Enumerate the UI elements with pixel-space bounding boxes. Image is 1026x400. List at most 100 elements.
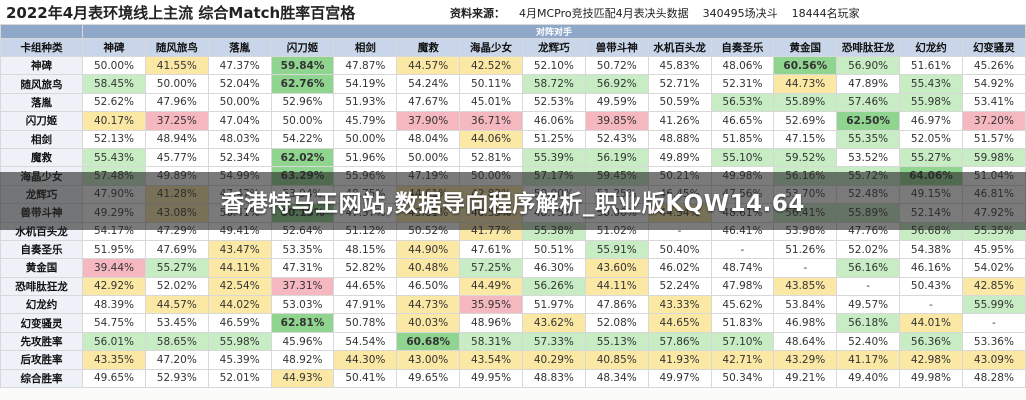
winrate-cell: 44.02% [207,295,272,315]
winrate-cell: 49.57% [836,295,901,315]
table-row: 落胤 52.62% 47.96% 50.00% 52.96% 51.93% 47.67% 45… [0,92,1026,113]
winrate-cell: 43.29% [773,350,838,370]
winrate-cell: 44.06% [459,129,523,149]
opponent-band-row: 对阵对手 [0,24,1026,39]
winrate-cell: 48.28% [961,368,1026,389]
winrate-cell: 50.43% [899,276,963,297]
table-row: 幻变骚灵 54.75% 53.45% 46.59% 62.81% 50.78% 40.03%… [0,313,1026,333]
winrate-cell: 42.52% [459,55,523,76]
winrate-cell: 55.27% [899,147,963,168]
winrate-cell: 49.21% [773,368,838,389]
table-row: 幻龙约 48.39% 44.57% 44.02% 53.03% 47.91% 44.73% 3… [0,295,1026,315]
winrate-cell: 52.10% [521,55,586,76]
table-row: 自奏圣乐 51.95% 47.69% 43.47% 53.35% 48.15% 44.90%… [0,239,1026,260]
winrate-cell: 46.59% [207,313,272,333]
winrate-cell: 44.65% [333,276,398,297]
winrate-cell: 54.22% [270,129,335,149]
winrate-cell: 47.96% [144,92,209,113]
winrate-cell: 50.34% [710,368,775,389]
winrate-cell: 42.98% [899,350,963,370]
winrate-cell: 59.98% [961,147,1026,168]
winrate-cell: 51.57% [961,129,1026,149]
winrate-cell: 46.98% [773,313,838,333]
table-row: 闪刀姬 40.17% 37.25% 47.04% 50.00% 45.79% 37.90% 3… [0,111,1026,131]
winrate-cell: 54.54% [333,331,398,352]
table-row: 神碑 50.00% 41.55% 47.37% 59.84% 47.87% 44.57% 42… [0,55,1026,76]
winrate-cell: 47.69% [144,239,209,260]
row-header: 恐啡肽狂龙 [0,276,84,297]
winrate-cell: 47.86% [584,295,649,315]
winrate-cell: 50.00% [333,129,398,149]
winrate-matrix: 对阵对手 卡组种类 神碑 随风旅鸟 落胤 闪刀姬 相剑 魔救 海晶少女 龙辉巧 兽带斗神 水机百头… [0,24,1026,389]
row-header: 魔救 [0,147,84,168]
column-header: 龙辉巧 [521,38,586,57]
winrate-cell: 37.31% [270,276,335,297]
winrate-cell: 44.90% [396,239,461,260]
winrate-cell: 55.35% [836,129,901,149]
winrate-cell: 52.96% [270,92,335,113]
winrate-cell: 58.31% [459,331,523,352]
winrate-cell: 49.59% [584,92,649,113]
winrate-cell: 47.61% [459,239,523,260]
winrate-cell: 42.92% [82,276,146,297]
winrate-cell: 48.06% [710,55,775,76]
winrate-cell: 47.20% [144,350,209,370]
winrate-cell: 53.45% [144,313,209,333]
winrate-cell: 43.60% [584,258,649,278]
winrate-cell: 54.19% [333,74,398,94]
winrate-cell: 52.13% [82,129,146,149]
winrate-cell: 47.15% [773,129,838,149]
winrate-cell: 53.03% [270,295,335,315]
winrate-cell: 52.53% [521,92,586,113]
winrate-cell: 55.91% [584,239,649,260]
winrate-cell: 40.03% [396,313,461,333]
winrate-cell: 36.71% [459,111,523,131]
row-header: 先攻胜率 [0,331,84,352]
winrate-cell: 43.35% [82,350,146,370]
winrate-cell: 56.53% [710,92,775,113]
winrate-cell: 52.43% [584,129,649,149]
row-header: 神碑 [0,55,84,76]
column-header: 幻变骚灵 [961,38,1026,57]
winrate-cell: 60.56% [773,55,838,76]
winrate-cell: 44.49% [459,276,523,297]
winrate-cell: 52.62% [82,92,146,113]
winrate-cell: 53.36% [961,331,1026,352]
winrate-cell: 50.00% [82,55,146,76]
row-header: 自奏圣乐 [0,239,84,260]
row-header: 随风旅鸟 [0,74,84,94]
winrate-cell: 57.33% [521,331,586,352]
winrate-cell: 45.39% [207,350,272,370]
winrate-cell: 56.16% [836,258,901,278]
winrate-cell: 52.71% [647,74,712,94]
winrate-cell: 52.24% [647,276,712,297]
winrate-cell: 58.65% [144,331,209,352]
winrate-cell: 40.17% [82,111,146,131]
winrate-cell: - [773,258,838,278]
winrate-cell: 45.26% [961,55,1026,76]
winrate-cell: 48.74% [710,258,775,278]
row-header: 综合胜率 [0,368,84,389]
winrate-cell: 59.52% [773,147,838,168]
winrate-cell: 48.92% [270,350,335,370]
winrate-cell: 55.39% [521,147,586,168]
source-label: 资料来源： [450,7,505,20]
winrate-cell: 51.85% [710,129,775,149]
winrate-cell: 49.97% [647,368,712,389]
winrate-cell: 50.00% [270,111,335,131]
winrate-cell: 62.81% [270,313,335,333]
winrate-cell: 44.11% [584,276,649,297]
winrate-cell: 50.51% [521,239,586,260]
table-row: 黄金国 39.44% 55.27% 44.11% 47.31% 52.82% 40.48% 5… [0,258,1026,278]
winrate-cell: 42.85% [961,276,1026,297]
column-header: 恐啡肽狂龙 [836,38,901,57]
winrate-cell: 52.69% [773,111,838,131]
winrate-cell: 56.01% [82,331,146,352]
winrate-cell: 48.83% [521,368,586,389]
winrate-cell: 47.98% [710,276,775,297]
winrate-cell: 55.27% [144,258,209,278]
column-header: 落胤 [207,38,272,57]
winrate-cell: 54.24% [396,74,461,94]
winrate-cell: 57.25% [459,258,523,278]
winrate-cell: 52.34% [207,147,272,168]
